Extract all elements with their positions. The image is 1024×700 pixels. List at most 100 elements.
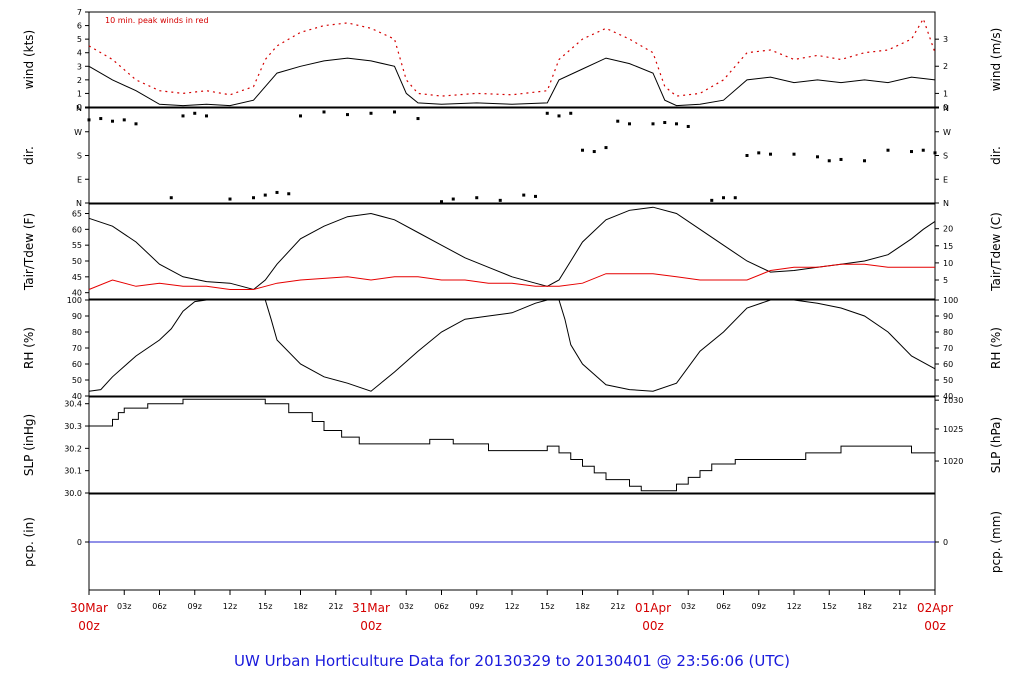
dir-left-tick-label: W <box>74 128 82 137</box>
rh-right-tick-label: 80 <box>943 328 953 337</box>
x-tick-label: 06z <box>716 602 730 611</box>
temp-panel-frame <box>88 203 936 300</box>
temp-right-tick-label: 5 <box>943 276 948 285</box>
wind-right-axis-label: wind (m/s) <box>989 28 1003 92</box>
x-day-hour-label: 00z <box>924 619 946 633</box>
slp-left-tick-label: 30.1 <box>64 467 82 476</box>
dir-point <box>346 113 349 117</box>
slp-series-slp <box>89 398 935 492</box>
dir-point <box>228 197 232 201</box>
dir-point <box>169 196 173 200</box>
dir-point <box>534 194 537 198</box>
dir-point <box>686 124 690 128</box>
dir-point <box>792 152 796 156</box>
slp-left-tick-label: 30.4 <box>64 400 82 409</box>
dir-point <box>816 155 819 159</box>
temp-right-tick-label: 10 <box>943 259 953 268</box>
rh-right-tick-label: 100 <box>943 296 958 305</box>
rh-left-tick-label: 60 <box>72 360 82 369</box>
wind-left-tick-label: 5 <box>77 35 82 44</box>
dir-point <box>663 121 667 125</box>
dir-point <box>440 200 443 204</box>
wind-panel-frame <box>88 11 936 108</box>
pcp-left-axis-label: pcp. (in) <box>22 517 36 567</box>
x-day-label: 30Mar <box>70 601 108 615</box>
rh-left-tick-label: 50 <box>72 376 82 385</box>
dir-point <box>651 122 655 126</box>
dir-point <box>451 197 455 201</box>
dir-point <box>475 196 479 200</box>
dir-point <box>99 117 103 121</box>
wind-right-tick-label: 2 <box>943 62 948 71</box>
x-tick-label: 15z <box>540 602 554 611</box>
dir-point <box>275 190 279 194</box>
dir-left-axis-label: dir. <box>22 146 36 165</box>
dir-point <box>87 118 91 122</box>
slp-right-axis-label: SLP (hPa) <box>989 417 1003 473</box>
rh-left-tick-label: 40 <box>72 392 82 401</box>
temp-series-tair <box>88 206 936 291</box>
slp-right-tick-label: 1030 <box>943 396 963 405</box>
slp-right-tick-label: 1020 <box>943 457 963 466</box>
x-tick-label: 12z <box>223 602 237 611</box>
temp-left-axis-label: Tair/Tdew (F) <box>22 213 36 291</box>
x-day-label: 31Mar <box>352 601 390 615</box>
dir-point <box>522 193 526 197</box>
rh-left-tick-label: 90 <box>72 312 82 321</box>
x-day-hour-label: 00z <box>78 619 100 633</box>
temp-left-tick-label: 65 <box>72 210 82 219</box>
dir-point <box>733 196 737 200</box>
x-tick-label: 09z <box>470 602 484 611</box>
dir-point <box>569 111 573 115</box>
dir-point <box>675 122 678 126</box>
dir-point <box>886 148 890 152</box>
x-day-hour-label: 00z <box>360 619 382 633</box>
dir-right-tick-label: E <box>943 175 948 184</box>
dir-point <box>921 148 925 152</box>
x-tick-label: 03z <box>399 602 413 611</box>
slp-left-tick-label: 30.2 <box>64 444 82 453</box>
temp-left-tick-label: 55 <box>72 241 82 250</box>
dir-point <box>628 122 631 126</box>
dir-point <box>111 119 114 123</box>
pcp-right-tick-label: 0 <box>943 538 948 547</box>
rh-right-axis-label: RH (%) <box>989 327 1003 369</box>
pcp-right-axis-label: pcp. (mm) <box>989 511 1003 573</box>
rh-right-tick-label: 70 <box>943 344 953 353</box>
dir-point <box>557 114 561 118</box>
wind-right-tick-label: 3 <box>943 35 948 44</box>
dir-point <box>205 114 208 118</box>
wind-left-tick-label: 4 <box>77 49 82 58</box>
dir-right-tick-label: S <box>943 152 948 161</box>
dir-point <box>769 152 772 156</box>
x-tick-label: 03z <box>681 602 695 611</box>
wind-right-tick-label: 0 <box>943 103 948 112</box>
x-day-label: 02Apr <box>917 601 953 615</box>
slp-panel-frame <box>88 396 936 494</box>
dir-point <box>287 192 291 196</box>
x-tick-label: 21z <box>329 602 343 611</box>
temp-series-tdew <box>88 263 935 290</box>
slp-left-tick-label: 30.3 <box>64 422 82 431</box>
rh-right-tick-label: 60 <box>943 360 953 369</box>
x-tick-label: 15z <box>822 602 836 611</box>
x-tick-label: 09z <box>188 602 202 611</box>
rh-left-axis-label: RH (%) <box>22 327 36 369</box>
x-tick-label: 12z <box>787 602 801 611</box>
slp-right-tick-label: 1025 <box>943 425 963 434</box>
x-tick-label: 06z <box>152 602 166 611</box>
x-day-label: 01Apr <box>635 601 671 615</box>
rh-left-tick-label: 70 <box>72 344 82 353</box>
dir-right-axis-label: dir. <box>989 146 1003 165</box>
wind-annotation: 10 min. peak winds in red <box>105 16 209 25</box>
dir-point <box>863 159 866 163</box>
wind-left-tick-label: 1 <box>77 89 82 98</box>
x-tick-label: 18z <box>293 602 307 611</box>
temp-left-tick-label: 50 <box>72 257 82 266</box>
rh-left-tick-label: 100 <box>67 296 82 305</box>
dir-point <box>745 154 749 157</box>
dir-point <box>722 196 725 200</box>
wind-left-tick-label: 0 <box>77 103 82 112</box>
slp-left-axis-label: SLP (inHg) <box>22 414 36 476</box>
